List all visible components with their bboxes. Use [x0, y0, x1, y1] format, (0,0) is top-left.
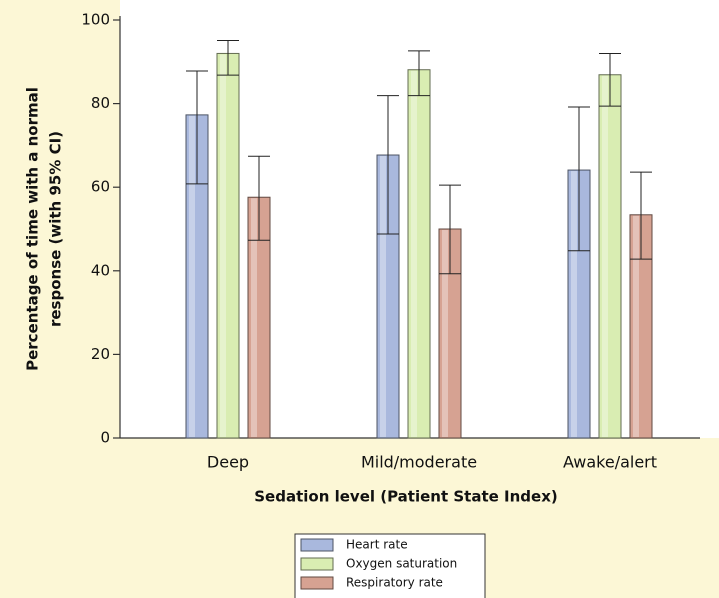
bar-highlight	[251, 198, 257, 437]
bar-highlight	[189, 115, 195, 438]
bar-highlight	[633, 215, 639, 437]
legend-label: Heart rate	[346, 538, 408, 552]
y-tick-label: 80	[91, 94, 110, 112]
y-axis-label: Percentage of time with a normal	[24, 87, 42, 371]
bar-highlight	[220, 54, 226, 437]
bar-highlight	[380, 156, 386, 438]
y-tick-label: 100	[81, 11, 110, 29]
x-tick-label: Mild/moderate	[361, 453, 477, 472]
bar-highlight	[411, 70, 417, 437]
legend-swatch	[300, 538, 334, 552]
bar-highlight	[442, 230, 448, 437]
bar-highlight	[602, 75, 608, 438]
x-tick-label: Awake/alert	[563, 453, 657, 472]
legend-swatch	[300, 557, 334, 571]
legend-swatch	[300, 576, 334, 590]
y-tick-label: 40	[91, 261, 110, 279]
y-tick-label: 20	[91, 345, 110, 363]
legend-label: Respiratory rate	[346, 576, 443, 590]
y-axis-label: response (with 95% CI)	[47, 131, 65, 327]
x-axis-label: Sedation level (Patient State Index)	[254, 488, 557, 506]
x-tick-label: Deep	[207, 453, 249, 472]
bar-highlight	[571, 171, 577, 437]
y-tick-label: 60	[91, 178, 110, 196]
legend-label: Oxygen saturation	[346, 557, 457, 571]
y-tick-label: 0	[100, 429, 110, 447]
